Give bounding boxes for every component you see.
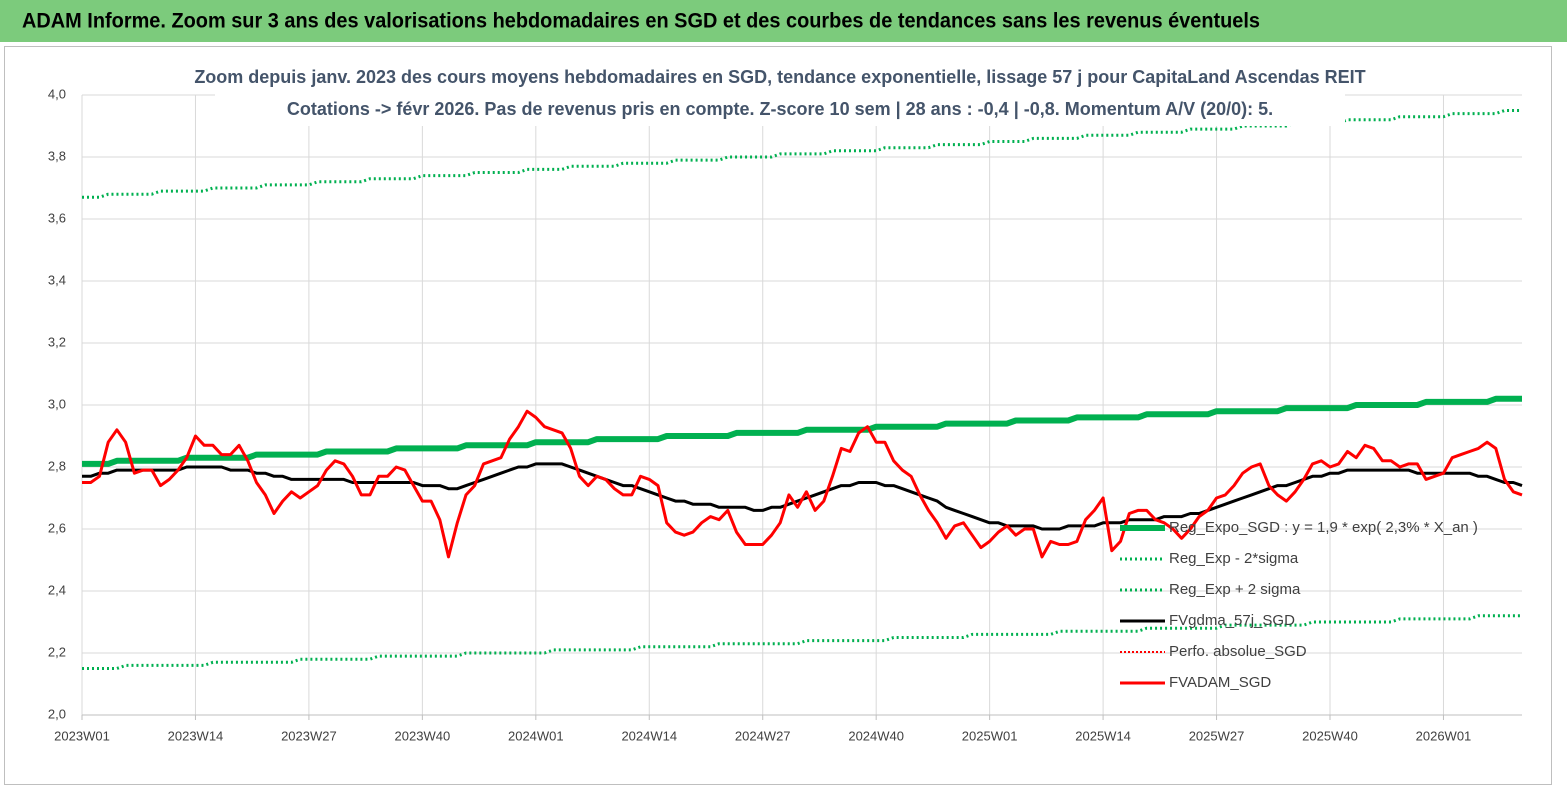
legend-label: Reg_Exp + 2 sigma [1169, 581, 1301, 598]
subtitle: Zoom depuis janv. 2023 des cours moyens … [194, 67, 1365, 87]
x-tick-label: 2023W01 [54, 728, 110, 743]
series-line [82, 614, 1522, 670]
legend-label: Reg_Expo_SGD : y = 1,9 * exp( 2,3% * X_a… [1169, 519, 1478, 536]
legend-label: Reg_Exp - 2*sigma [1169, 550, 1299, 567]
y-tick-label: 2,8 [48, 458, 66, 473]
y-tick-label: 2,4 [48, 582, 66, 597]
x-tick-label: 2026W01 [1416, 728, 1472, 743]
x-tick-label: 2023W27 [281, 728, 337, 743]
x-tick-label: 2025W40 [1302, 728, 1358, 743]
plot [82, 109, 1523, 670]
chart-title: ADAM Informe. Zoom sur 3 ans des valoris… [22, 10, 1260, 33]
banner [0, 0, 1567, 42]
x-tick-label: 2025W27 [1189, 728, 1245, 743]
legend-label: Perfo. absolue_SGD [1169, 643, 1307, 660]
chart-border [4, 46, 1552, 785]
y-tick-label: 2,6 [48, 520, 66, 535]
x-tick-label: 2025W01 [962, 728, 1018, 743]
y-tick-label: 2,0 [48, 706, 66, 721]
x-tick-label: 2024W40 [848, 728, 904, 743]
x-tick-label: 2025W14 [1075, 728, 1131, 743]
legend-label: FVgdma_57j_SGD [1169, 612, 1295, 629]
legend: Reg_Expo_SGD : y = 1,9 * exp( 2,3% * X_a… [1120, 519, 1478, 691]
y-tick-label: 3,2 [48, 334, 66, 349]
y-tick-label: 4,0 [48, 86, 66, 101]
subtitle-box [215, 62, 1345, 126]
x-tick-label: 2024W27 [735, 728, 791, 743]
y-tick-label: 2,2 [48, 644, 66, 659]
y-tick-label: 3,8 [48, 148, 66, 163]
x-tick-label: 2024W01 [508, 728, 564, 743]
x-tick-label: 2023W40 [395, 728, 451, 743]
series-line [82, 409, 1523, 559]
x-tick-label: 2023W14 [168, 728, 224, 743]
y-tick-label: 3,4 [48, 272, 66, 287]
y-tick-label: 3,0 [48, 396, 66, 411]
grid: 2,0 2,2 2,4 2,6 2,8 3,0 3,2 3,4 3,6 3,8 4,0 2023W01… [48, 86, 1522, 743]
subtitle: Cotations -> févr 2026. Pas de revenus p… [287, 99, 1273, 119]
y-tick-label: 3,6 [48, 210, 66, 225]
x-tick-label: 2024W14 [621, 728, 677, 743]
legend-label: FVADAM_SGD [1169, 674, 1271, 691]
series-line [82, 395, 1522, 467]
